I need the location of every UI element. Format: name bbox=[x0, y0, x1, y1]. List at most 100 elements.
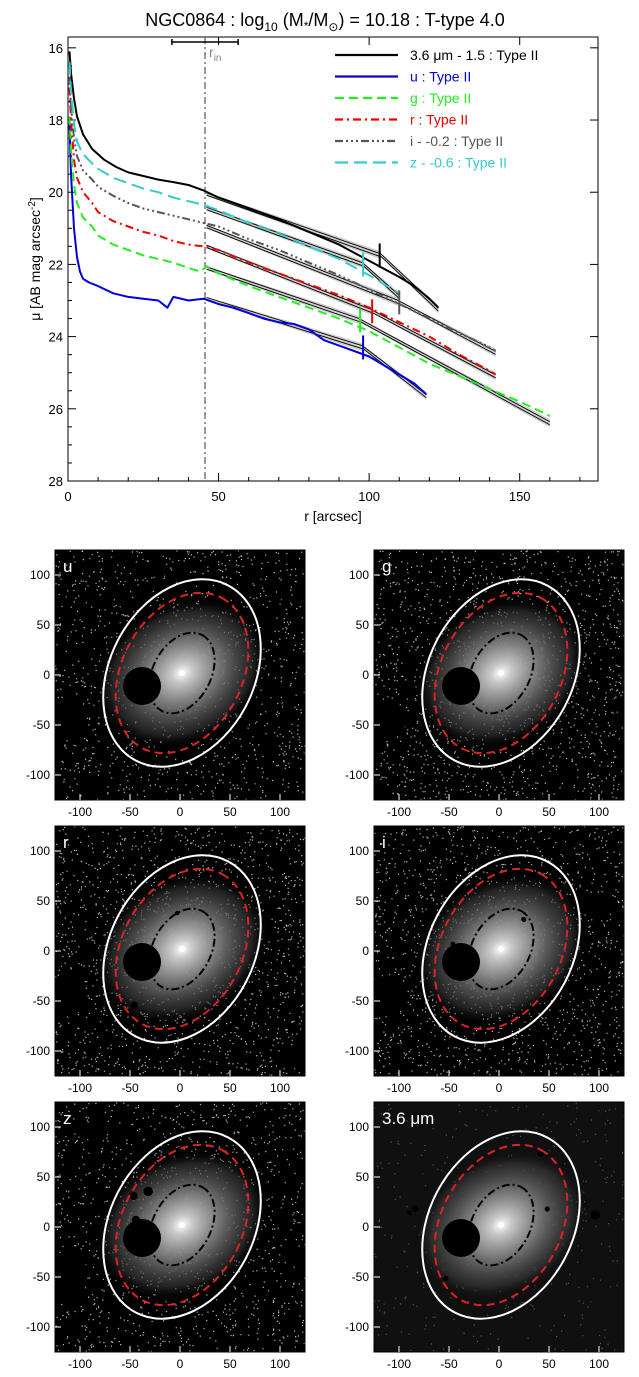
star-mask bbox=[123, 667, 161, 705]
panel-y-tick-label: 50 bbox=[37, 618, 51, 632]
panel-x-tick-label: 100 bbox=[589, 1081, 609, 1095]
fit-line bbox=[206, 247, 373, 314]
source-mask bbox=[236, 1132, 247, 1143]
panel-y-tick-label: -100 bbox=[26, 768, 50, 782]
x-tick-label: 150 bbox=[509, 489, 531, 504]
panel-x-tick-label: 0 bbox=[496, 805, 503, 819]
y-tick-label: 18 bbox=[49, 113, 63, 128]
panel-y-tick-label: 50 bbox=[37, 894, 51, 908]
fit-line bbox=[362, 345, 427, 396]
galaxy-core bbox=[498, 670, 504, 676]
inner-ellipse bbox=[148, 631, 216, 715]
panel-x-tick-label: -100 bbox=[387, 1081, 411, 1095]
source-mask bbox=[259, 599, 264, 604]
source-mask bbox=[272, 634, 278, 640]
profile-plot: NGC0864 : log10 (M*/M⊙) = 10.18 : T-type… bbox=[27, 10, 599, 524]
panel-x-tick-label: -50 bbox=[121, 1357, 139, 1371]
y-tick-label: 20 bbox=[49, 185, 63, 200]
panel-label: z bbox=[63, 1109, 72, 1128]
galaxy-core bbox=[498, 1222, 504, 1228]
panel-x-tick-label: 0 bbox=[496, 1357, 503, 1371]
outer-ellipse bbox=[421, 854, 581, 1044]
inner-ellipse bbox=[467, 1183, 535, 1267]
fit-lines bbox=[206, 192, 551, 428]
image-panel-3: r -100 -50 0 50 100 100 50 0 -50 -100 bbox=[26, 825, 306, 1095]
panel-y-tick-label: -50 bbox=[33, 718, 51, 732]
disk-ellipse bbox=[433, 867, 569, 1031]
fit-line bbox=[206, 209, 364, 267]
panel-y-tick-label: -50 bbox=[352, 1270, 370, 1284]
fit-line bbox=[362, 348, 427, 399]
outer-ellipse bbox=[102, 1130, 262, 1320]
legend-label: u : Type II bbox=[410, 69, 471, 85]
r-in-label: rin bbox=[209, 44, 221, 64]
fit-line bbox=[206, 297, 364, 347]
source-mask bbox=[400, 666, 408, 673]
source-mask bbox=[231, 851, 239, 860]
fit-line bbox=[206, 227, 400, 305]
plot-frame bbox=[67, 36, 599, 482]
source-mask bbox=[529, 731, 535, 737]
panel-x-tick-label: 50 bbox=[223, 1081, 237, 1095]
disk-ellipse bbox=[114, 867, 250, 1031]
source-mask bbox=[81, 1003, 86, 1008]
panel-y-tick-label: 50 bbox=[356, 618, 370, 632]
panel-x-tick-label: 0 bbox=[496, 1081, 503, 1095]
panel-x-tick-label: 0 bbox=[177, 1357, 184, 1371]
panel-x-tick-label: -50 bbox=[121, 1081, 139, 1095]
panel-label: r bbox=[63, 833, 69, 852]
y-tick-label: 16 bbox=[49, 41, 63, 56]
galaxy-core bbox=[179, 1222, 185, 1228]
profile-series bbox=[68, 51, 551, 417]
y-tick-label: 24 bbox=[49, 330, 63, 345]
panel-y-tick-label: 50 bbox=[356, 1170, 370, 1184]
inner-ellipse bbox=[467, 907, 535, 991]
legend-label: i - -0.2 : Type II bbox=[410, 133, 503, 149]
fit-line bbox=[371, 312, 496, 379]
source-mask bbox=[450, 941, 456, 947]
inner-ellipse bbox=[148, 907, 216, 991]
fit-line bbox=[206, 224, 400, 302]
source-mask bbox=[431, 863, 437, 869]
x-axis-label: r [arcsec] bbox=[304, 508, 362, 524]
y-tick-label: 28 bbox=[49, 474, 63, 489]
panel-y-tick-label: -100 bbox=[26, 1044, 50, 1058]
fit-line bbox=[206, 268, 361, 323]
source-mask bbox=[143, 1186, 153, 1197]
image-panels: u -100 -50 0 50 100 100 50 0 -50 -100 g -100 -50 0 50 10… bbox=[26, 549, 625, 1371]
source-mask bbox=[278, 1138, 288, 1148]
source-mask bbox=[130, 1001, 139, 1009]
panel-y-tick-label: 100 bbox=[349, 568, 369, 582]
panel-y-tick-label: -100 bbox=[345, 768, 369, 782]
panel-label: i bbox=[382, 833, 386, 852]
panel-y-tick-label: 100 bbox=[349, 1120, 369, 1134]
panel-y-tick-label: 0 bbox=[362, 944, 369, 958]
disk-ellipse bbox=[433, 1143, 569, 1307]
panel-x-tick-label: 50 bbox=[542, 1081, 556, 1095]
fit-line bbox=[206, 266, 361, 320]
panel-y-tick-label: -50 bbox=[352, 994, 370, 1008]
source-mask bbox=[590, 1210, 600, 1220]
panel-x-tick-label: -50 bbox=[121, 805, 139, 819]
profile-line bbox=[68, 87, 497, 376]
star-mask bbox=[55, 976, 87, 1016]
legend-label: 3.6 μm - 1.5 : Type II bbox=[410, 47, 538, 63]
profile-line bbox=[68, 62, 400, 295]
panel-x-tick-label: -100 bbox=[68, 805, 92, 819]
source-mask bbox=[458, 573, 467, 581]
star-mask bbox=[123, 943, 161, 981]
x-tick-label: 100 bbox=[358, 489, 380, 504]
panel-x-tick-label: -50 bbox=[440, 1081, 458, 1095]
panel-x-tick-label: 50 bbox=[223, 1357, 237, 1371]
source-mask bbox=[544, 1206, 550, 1212]
star-mask bbox=[442, 943, 480, 981]
panel-y-tick-label: 50 bbox=[37, 1170, 51, 1184]
star-mask bbox=[374, 976, 406, 1016]
profile-line bbox=[68, 123, 428, 396]
x-tick-label: 0 bbox=[64, 489, 71, 504]
source-mask bbox=[272, 595, 281, 604]
y-tick-label: 26 bbox=[49, 402, 63, 417]
panel-y-tick-label: -100 bbox=[345, 1044, 369, 1058]
panel-y-tick-label: 0 bbox=[43, 668, 50, 682]
source-mask bbox=[593, 947, 600, 954]
